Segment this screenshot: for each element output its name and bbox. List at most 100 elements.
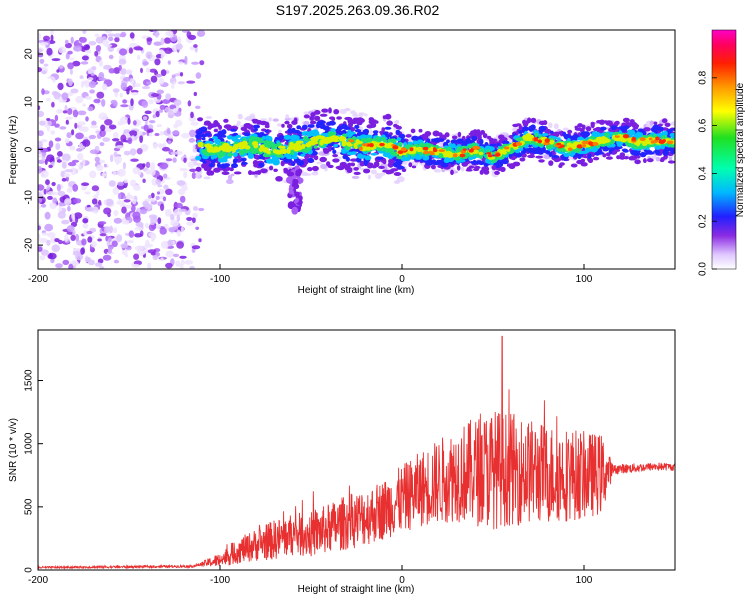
spectrogram-noise-blob [96,164,104,172]
spectrogram-ridge-blob [195,133,202,139]
spectrogram-ridge-blob [615,145,623,150]
spectrogram-noise-blob [97,258,104,264]
spectrogram-ridge-blob [233,151,238,158]
spectrogram-noise-blob [48,164,53,169]
colorbar: 0.0 0.2 0.4 0.6 0.8 Normalized spectral ampl… [698,29,746,276]
spectrogram-ridge-blob [278,145,286,149]
spectrogram-ridge-blob [473,165,481,170]
spectrogram-noise-blob [90,125,98,129]
spectrogram-halo-blob [192,149,198,153]
spectrogram-noise-blob [125,195,135,200]
snr-xtick-label: 100 [576,575,593,586]
spectrogram-ridge-blob [386,120,393,126]
spectrogram-noise-blob [108,36,114,42]
spectrogram-ridge-blob [382,169,390,173]
spectrogram-noise-blob [195,72,202,79]
spectrogram-ridge-blob [446,154,454,158]
spectrogram-ridge-blob [232,145,239,151]
spectrogram-tail-blob [285,176,294,184]
spectrogram-noise-blob [48,140,54,148]
spectrogram-noise-blob [61,177,67,182]
spectrogram-noise-blob [136,148,143,155]
spectrogram-ridge-blob [470,130,477,135]
spectrogram-noise-blob [155,223,161,230]
spectrogram-ridge-blob [577,123,583,128]
spectrogram-ridge-blob [264,129,269,133]
spectrogram-noise-blob [134,226,143,231]
spectrogram-noise-blob [161,146,171,152]
spectrogram-ridge-blob [311,129,319,135]
spectrogram-ridge-blob [264,124,270,129]
spectrogram-noise-blob [134,83,141,88]
spectrogram-noise-blob [186,31,192,39]
spectrogram-noise-blob [148,223,156,232]
spectrogram-ridge-blob [535,155,543,159]
spectrogram-noise-blob [176,229,181,237]
spectrogram-noise-blob [67,50,73,55]
spectrogram-ridge-blob [213,146,219,151]
spectrogram-noise-blob [148,120,156,124]
spectrogram-noise-blob [130,158,139,162]
spectrogram-noise-blob [66,225,75,233]
spectrogram-ridge-blob [388,158,395,164]
spectrogram-ytick-label: -10 [24,190,35,205]
spectrogram-ridge-blob [618,126,625,130]
spectrogram-noise-blob [174,73,181,77]
spectrogram-noise-blob [120,243,128,249]
spectrogram-noise-blob [86,207,95,212]
spectrogram-halo-blob [548,122,553,129]
spectrogram-noise-blob [94,262,103,267]
spectrogram-ridge-blob [332,136,340,140]
spectrogram-ridge-blob [581,124,586,130]
spectrogram-noise-blob [154,132,160,137]
spectrogram-ridge-blob [483,162,489,167]
spectrogram-ridge-blob [636,131,641,137]
spectrogram-ridge-blob [415,146,423,153]
spectrogram-xtick-label: 0 [399,274,405,285]
spectrogram-noise-blob [142,163,146,168]
spectrogram-ridge-blob [381,127,386,132]
spectrogram-ridge-blob [354,129,362,133]
spectrogram-noise-blob [157,217,162,225]
spectrogram-noise-blob [192,217,196,224]
spectrogram-ridge-blob [283,167,288,172]
spectrogram-noise-blob [89,89,95,94]
spectrogram-noise-blob [125,69,133,75]
spectrogram-noise-blob [104,30,113,34]
spectrogram-ridge-blob [335,165,343,170]
spectrogram-noise-blob [123,77,132,82]
spectrogram-ridge-blob [332,149,337,154]
spectrogram-noise-blob [108,236,112,243]
spectrogram-noise-blob [168,227,175,233]
spectrogram-halo-blob [289,117,295,121]
spectrogram-noise-blob [130,204,136,212]
spectrogram-halo-blob [277,123,282,127]
spectrogram-ridge-blob [339,136,346,142]
spectrogram-noise-blob [163,37,172,44]
spectrogram-ridge-blob [661,118,668,124]
spectrogram-noise-blob [188,115,197,122]
spectrogram-noise-blob [57,82,64,91]
spectrogram-ridge-blob [398,141,403,148]
spectrogram-halo-blob [364,113,368,117]
spectrogram-ridge-blob [333,143,339,148]
spectrogram-halo-blob [226,179,234,185]
spectrogram-ridge-blob [307,124,315,128]
spectrogram-noise-blob [126,88,130,95]
snr-series-line [38,335,675,570]
spectrogram-noise-blob [160,69,167,77]
spectrogram-peak-blob [422,146,429,151]
spectrogram-noise-blob [38,140,43,149]
spectrogram-noise-blob [186,221,194,226]
spectrogram-noise-blob [162,196,167,202]
spectrogram-ridge-blob [213,128,219,133]
spectrogram-noise-blob [117,192,122,200]
spectrogram-halo-blob [192,144,196,151]
spectrogram-ridge-blob [221,129,227,135]
spectrogram-noise-blob [43,35,50,42]
spectrogram-noise-blob [39,120,46,126]
colorbar-tick-label: 0.8 [698,70,709,84]
spectrogram-peak-blob [658,139,664,144]
spectrogram-noise-blob [38,32,41,41]
